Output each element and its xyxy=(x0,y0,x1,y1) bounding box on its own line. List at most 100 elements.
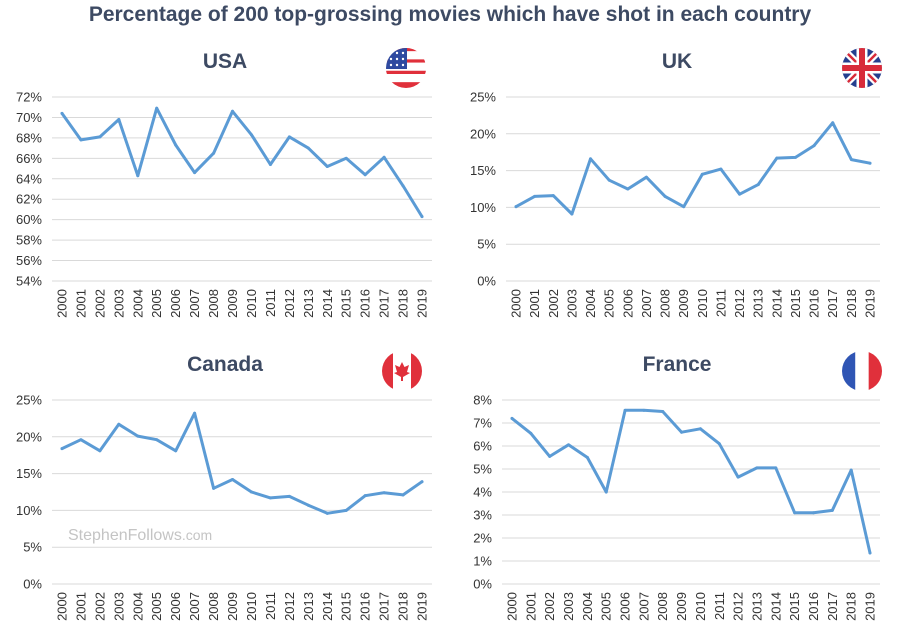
canada-chart-panel: Canada 0% 5% 10% 15% 20% 25% 2000 2001 2002 2003 20… xyxy=(0,339,450,639)
data-point xyxy=(831,121,835,125)
y-tick-label: 10% xyxy=(470,200,496,215)
x-tick-label: 2016 xyxy=(358,592,373,621)
y-tick-label: 25% xyxy=(470,90,496,105)
y-tick-label: 60% xyxy=(16,212,42,227)
data-point xyxy=(626,187,630,191)
x-tick-label: 2006 xyxy=(618,592,633,621)
data-point xyxy=(775,156,779,160)
x-tick-label: 2008 xyxy=(206,592,221,621)
data-point xyxy=(700,172,704,176)
data-point xyxy=(642,408,646,412)
x-tick-label: 2002 xyxy=(92,592,107,621)
data-point xyxy=(98,449,102,453)
x-tick-label: 2001 xyxy=(527,289,542,318)
data-point xyxy=(812,144,816,148)
x-tick-label: 2000 xyxy=(55,289,70,318)
x-tick-label: 2001 xyxy=(73,592,88,621)
data-point xyxy=(268,496,272,500)
x-tick-label: 2000 xyxy=(55,592,70,621)
data-point xyxy=(774,466,778,470)
data-point xyxy=(420,480,424,484)
y-tick-label: 10% xyxy=(16,503,42,518)
x-tick-label: 2014 xyxy=(320,289,335,318)
data-point xyxy=(174,449,178,453)
x-tick-label: 2000 xyxy=(505,592,520,621)
data-point xyxy=(680,430,684,434)
data-point xyxy=(79,138,83,142)
x-tick-label: 2010 xyxy=(244,289,259,318)
x-tick-label: 2005 xyxy=(599,592,614,621)
data-point xyxy=(306,503,310,507)
panel-title: USA xyxy=(203,50,247,73)
x-tick-label: 2004 xyxy=(130,592,145,621)
data-point xyxy=(382,491,386,495)
x-tick-label: 2007 xyxy=(639,289,654,318)
data-point xyxy=(682,205,686,209)
x-tick-label: 2018 xyxy=(396,289,411,318)
france-flag-icon xyxy=(842,351,882,391)
data-point xyxy=(719,167,723,171)
x-tick-label: 2008 xyxy=(658,289,673,318)
x-tick-label: 2016 xyxy=(358,289,373,318)
data-point xyxy=(755,466,759,470)
y-tick-label: 7% xyxy=(473,416,492,431)
y-tick-label: 20% xyxy=(16,429,42,444)
y-tick-label: 5% xyxy=(473,462,492,477)
data-point xyxy=(514,205,518,209)
data-point xyxy=(60,447,64,451)
canada-flag-icon xyxy=(382,351,422,391)
data-point xyxy=(382,155,386,159)
x-tick-label: 2011 xyxy=(263,289,278,317)
y-tick-label: 5% xyxy=(477,237,496,252)
x-tick-label: 2018 xyxy=(396,592,411,621)
x-tick-label: 2009 xyxy=(676,289,691,318)
data-point xyxy=(589,157,593,161)
data-point xyxy=(830,508,834,512)
y-tick-label: 0% xyxy=(477,274,496,289)
x-tick-label: 2016 xyxy=(806,592,821,621)
y-tick-label: 20% xyxy=(470,126,496,141)
data-point xyxy=(249,490,253,494)
data-point xyxy=(529,431,533,435)
y-tick-label: 0% xyxy=(473,577,492,592)
data-point xyxy=(623,408,627,412)
x-tick-label: 2001 xyxy=(73,289,88,318)
x-tick-label: 2009 xyxy=(674,592,689,621)
panel-title: UK xyxy=(662,50,692,73)
x-tick-label: 2013 xyxy=(749,592,764,621)
y-tick-label: 54% xyxy=(16,274,42,289)
data-point xyxy=(231,477,235,481)
data-point xyxy=(401,493,405,497)
chart-svg: Canada 0% 5% 10% 15% 20% 25% 2000 2001 2002 2003 20… xyxy=(16,351,432,621)
data-point xyxy=(363,494,367,498)
x-tick-label: 2005 xyxy=(149,592,164,621)
y-tick-label: 8% xyxy=(473,393,492,408)
x-tick-label: 2010 xyxy=(244,592,259,621)
data-point xyxy=(136,174,140,178)
data-point xyxy=(79,438,83,442)
data-point xyxy=(212,151,216,155)
x-tick-label: 2003 xyxy=(561,592,576,621)
data-point xyxy=(736,475,740,479)
x-tick-label: 2019 xyxy=(415,289,430,318)
x-tick-label: 2019 xyxy=(415,592,430,621)
x-tick-label: 2014 xyxy=(320,592,335,621)
x-tick-label: 2011 xyxy=(712,592,727,620)
series-line xyxy=(60,106,424,219)
chart-svg: France 0% 1% 2% 3% 4% 5% 6% 7% 8% 2000 2001 2002 2003… xyxy=(473,351,882,621)
x-tick-label: 2006 xyxy=(620,289,635,318)
data-point xyxy=(793,155,797,159)
x-tick-label: 2007 xyxy=(187,592,202,621)
data-point xyxy=(607,178,611,182)
data-point xyxy=(117,117,121,121)
x-tick-label: 2006 xyxy=(168,289,183,318)
data-point xyxy=(533,194,537,198)
panel-title: France xyxy=(643,353,712,376)
data-point xyxy=(567,443,571,447)
data-point xyxy=(738,192,742,196)
x-tick-label: 2017 xyxy=(377,592,392,621)
watermark: StephenFollows.com xyxy=(68,527,212,545)
data-point xyxy=(363,173,367,177)
x-tick-label: 2003 xyxy=(111,592,126,621)
data-point xyxy=(60,111,64,115)
